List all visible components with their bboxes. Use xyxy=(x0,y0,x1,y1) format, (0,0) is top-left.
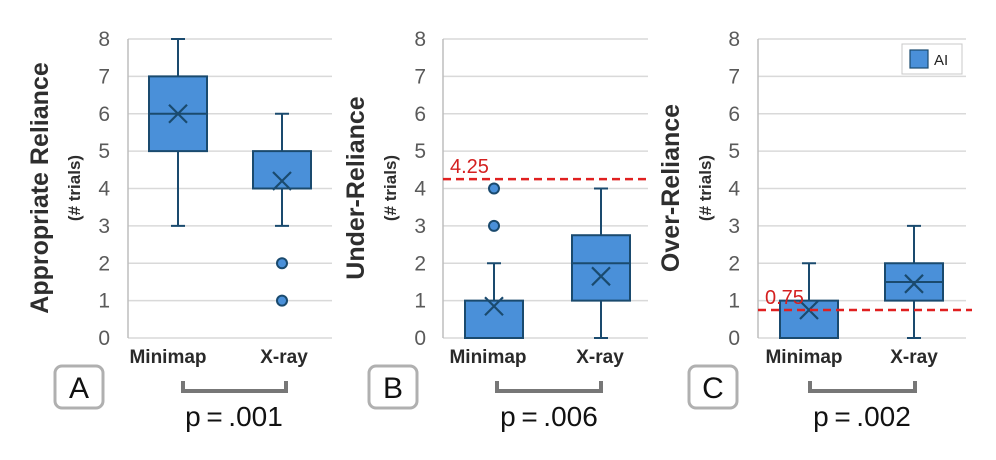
y-axis-label: Over-Reliance xyxy=(657,104,685,272)
plot-area: 0 1 2 3 4 5 6 7 8 0.75 xyxy=(728,28,972,350)
p-value: p = .002 xyxy=(813,401,911,432)
y-tick-label: 1 xyxy=(98,290,110,313)
mean-marker xyxy=(272,171,292,191)
mean-marker xyxy=(484,296,504,317)
category-label: Minimap xyxy=(129,347,206,368)
panel-label: C xyxy=(702,372,724,405)
y-tick-label: 3 xyxy=(98,215,110,238)
y-axis-sublabel: (# trials) xyxy=(696,155,715,221)
p-value: p = .006 xyxy=(500,401,598,432)
y-tick-label: 4 xyxy=(414,178,426,201)
mean-marker xyxy=(168,103,188,124)
box xyxy=(571,234,631,302)
category-label: X-ray xyxy=(890,347,938,368)
y-tick-label: 2 xyxy=(414,252,426,275)
y-tick-label: 8 xyxy=(98,28,110,51)
box xyxy=(252,150,312,190)
y-tick-label: 8 xyxy=(728,28,740,51)
y-tick-label: 3 xyxy=(728,215,740,238)
y-tick-label: 0 xyxy=(728,327,740,350)
outlier-point xyxy=(276,257,288,270)
panel-label: B xyxy=(383,372,403,405)
y-tick-label: 1 xyxy=(728,290,740,313)
y-tick-label: 2 xyxy=(98,252,110,275)
y-tick-label: 4 xyxy=(98,178,110,201)
y-tick-label: 4 xyxy=(728,178,740,201)
y-tick-label: 1 xyxy=(414,290,426,313)
panel-label-box xyxy=(367,364,419,410)
y-tick-label: 6 xyxy=(728,103,740,126)
category-label: Minimap xyxy=(765,347,842,368)
y-tick-label: 2 xyxy=(728,252,740,275)
category-label: X-ray xyxy=(260,347,308,368)
reference-label: 0.75 xyxy=(765,287,804,309)
significance-bracket xyxy=(181,381,288,393)
y-axis-label: Appropriate Reliance xyxy=(26,62,54,314)
y-tick-label: 8 xyxy=(414,28,426,51)
legend-swatch xyxy=(909,49,929,69)
y-tick-label: 0 xyxy=(414,327,426,350)
y-tick-label: 7 xyxy=(728,65,740,88)
mean-marker xyxy=(904,274,924,294)
y-axis-label: Under-Reliance xyxy=(342,96,370,279)
y-tick-label: 3 xyxy=(414,215,426,238)
outlier-point xyxy=(276,294,288,307)
y-axis-sublabel: (# trials) xyxy=(65,155,84,221)
y-tick-label: 5 xyxy=(728,140,740,163)
y-tick-label: 6 xyxy=(414,103,426,126)
significance-bracket xyxy=(808,381,917,393)
y-tick-label: 6 xyxy=(98,103,110,126)
plot-area: 0 1 2 3 4 5 6 7 8 xyxy=(98,28,332,350)
y-tick-label: 7 xyxy=(98,65,110,88)
mean-marker xyxy=(591,266,611,287)
outlier-point xyxy=(488,219,500,232)
panel-b: Under-Reliance (# trials) 0123456784.25 … xyxy=(342,28,648,432)
y-tick-label: 5 xyxy=(98,140,110,163)
panel-a: Appropriate Reliance (# trials) 0 1 2 3 4 5 6 7… xyxy=(26,28,332,432)
panel-c: Over-Reliance (# trials) 0 1 2 3 4 5 6 7 8 0.75 M… xyxy=(657,28,972,432)
y-tick-label: 5 xyxy=(414,140,426,163)
reference-label: 4.25 xyxy=(450,156,489,178)
panel-label-box xyxy=(687,364,739,410)
plot-area: 0 1 2 3 4 5 6 7 8 4.25 xyxy=(414,28,648,350)
y-axis-sublabel: (# trials) xyxy=(381,155,400,221)
p-value: p = .001 xyxy=(185,401,283,432)
y-tick-label: 7 xyxy=(414,65,426,88)
legend-label: AI xyxy=(934,52,948,69)
category-label: X-ray xyxy=(576,347,624,368)
significance-bracket xyxy=(495,381,603,393)
panel-label-box xyxy=(53,364,105,410)
y-tick-label: 0 xyxy=(98,327,110,350)
panel-label: A xyxy=(69,372,89,405)
category-label: Minimap xyxy=(449,347,526,368)
outlier-point xyxy=(488,182,500,195)
mean-marker xyxy=(799,300,819,320)
legend: AI xyxy=(901,43,963,75)
